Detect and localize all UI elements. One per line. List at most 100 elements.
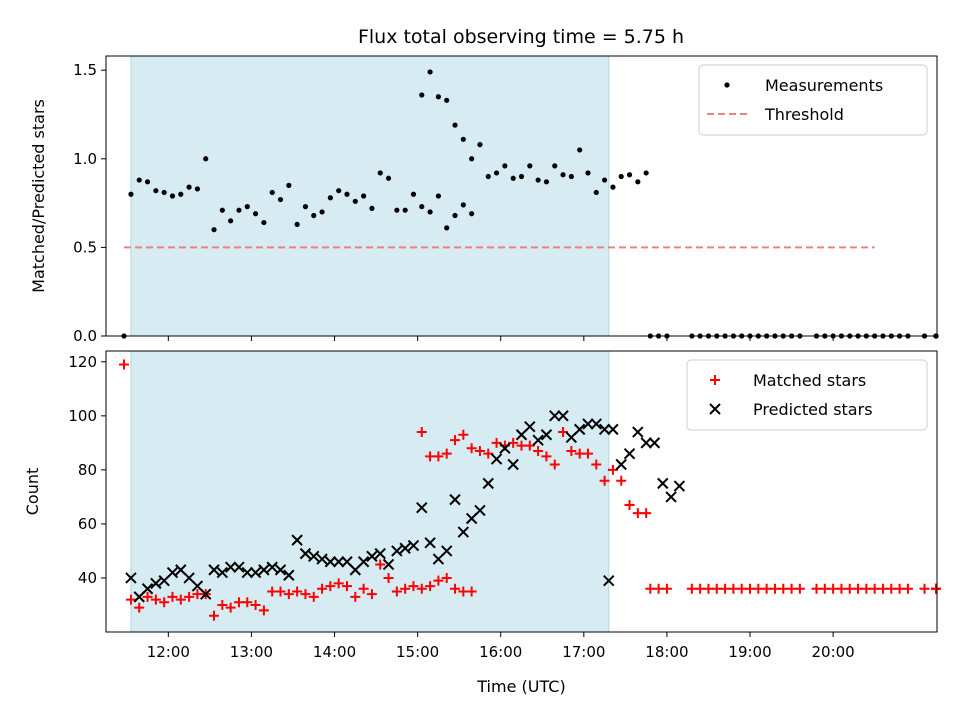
top-observing-window (130, 55, 610, 337)
measurement-point (144, 179, 151, 185)
measurement-point (244, 204, 250, 210)
matched-star-point (524, 440, 535, 451)
predicted-star-point (283, 569, 295, 581)
measurement-point (228, 218, 234, 224)
measurement-point (452, 212, 458, 219)
matched-star-point (209, 610, 220, 621)
x-tick-label: 17:00 (562, 643, 605, 661)
predicted-star-point (615, 458, 627, 471)
measurement-point (236, 207, 242, 213)
measurement-point (344, 191, 350, 197)
matched-star-point (566, 445, 577, 456)
measurement-point (427, 209, 433, 215)
measurement-point (527, 163, 533, 169)
measurement-point (336, 188, 342, 194)
bottom-y-tick-label: 40 (78, 569, 97, 587)
measurement-point (427, 69, 433, 75)
predicted-star-point (357, 556, 370, 568)
predicted-star-point (366, 550, 378, 563)
x-tick-label: 12:00 (147, 643, 190, 661)
measurement-point (469, 211, 475, 217)
matched-star-point (466, 443, 477, 454)
x-tick-label: 15:00 (396, 643, 439, 661)
matched-star-point (341, 581, 352, 592)
predicted-star-point (150, 577, 162, 590)
predicted-star-point (258, 564, 270, 576)
bottom-y-tick-label: 120 (68, 353, 97, 371)
measurement-point (460, 136, 466, 142)
predicted-star-point (141, 583, 154, 595)
predicted-star-point (216, 566, 229, 579)
measurement-point (302, 204, 309, 210)
predicted-star-point (474, 504, 486, 517)
matched-star-point (375, 559, 386, 570)
x-tick-label: 13:00 (230, 643, 273, 661)
predicted-star-point (125, 572, 137, 584)
measurement-point (469, 156, 475, 162)
matched-star-point (902, 583, 913, 594)
measurement-point (444, 97, 450, 103)
top-legend-box (698, 64, 928, 136)
measurement-point (485, 173, 491, 180)
measurement-point (535, 177, 541, 183)
x-tick-label: 14:00 (313, 643, 356, 661)
predicted-star-point (391, 545, 403, 557)
legend-marker-predicted (709, 403, 721, 415)
predicted-star-point (291, 534, 303, 546)
measurement-point (369, 205, 375, 212)
matched-star-point (931, 583, 941, 594)
matched-star-point (441, 448, 452, 459)
bottom-panel-axes: 40 60 80 100 120 12:00 13:00 14:00 15:00 16:00 17:… (68, 353, 854, 661)
predicted-star-point (266, 561, 278, 573)
matched-star-point (624, 500, 635, 511)
matched-star-point (549, 459, 560, 470)
top-panel-axes: 0.0 0.5 1.0 1.5 (73, 61, 834, 345)
predicted-star-point (416, 502, 428, 514)
measurement-point (352, 198, 358, 204)
matched-star-point (175, 594, 186, 605)
top-y-tick-label: 1.0 (73, 150, 97, 168)
measurement-point (419, 204, 425, 210)
measurement-point (419, 92, 425, 98)
measurement-point (618, 173, 624, 180)
matched-star-point (283, 589, 294, 600)
matched-star-point (450, 583, 461, 594)
predicted-star-point (590, 418, 602, 430)
matched-star-point (300, 589, 311, 600)
measurement-point (577, 147, 583, 153)
predicted-star-point (457, 526, 470, 538)
matched-star-point (125, 594, 136, 605)
bottom-y-tick-label: 100 (68, 407, 97, 425)
measurement-point (136, 177, 142, 183)
matched-star-point (441, 572, 452, 583)
measurement-point (394, 207, 400, 213)
matched-star-point (317, 583, 328, 594)
measurement-point (294, 221, 300, 227)
predicted-star-point (449, 493, 461, 506)
predicted-star-point (623, 447, 636, 460)
top-panel: 0.0 0.5 1.0 1.5 Matched/Predicted stars Mea… (29, 55, 939, 345)
measurement-point (602, 177, 608, 183)
predicted-star-point (598, 423, 611, 436)
top-y-tick-label: 1.5 (73, 61, 97, 79)
matched-star-point (416, 583, 427, 594)
predicted-star-point (424, 537, 436, 549)
predicted-star-point (382, 558, 395, 571)
matched-star-point (458, 429, 469, 440)
predicted-star-point (200, 588, 212, 600)
measurement-point (510, 175, 516, 181)
measurement-point (269, 189, 275, 196)
matched-star-point (167, 591, 178, 602)
measurement-point (518, 173, 525, 180)
predicted-star-point (482, 477, 494, 490)
matched-star-point (483, 448, 494, 459)
x-tick-label: 20:00 (812, 643, 855, 661)
predicted-star-point (166, 566, 179, 579)
matched-star-point (474, 445, 485, 456)
measurement-point (203, 156, 209, 162)
bottom-panel-frame (105, 350, 938, 633)
measurement-point (477, 142, 483, 148)
predicted-star-point (657, 477, 669, 490)
matched-star-point (150, 594, 161, 605)
